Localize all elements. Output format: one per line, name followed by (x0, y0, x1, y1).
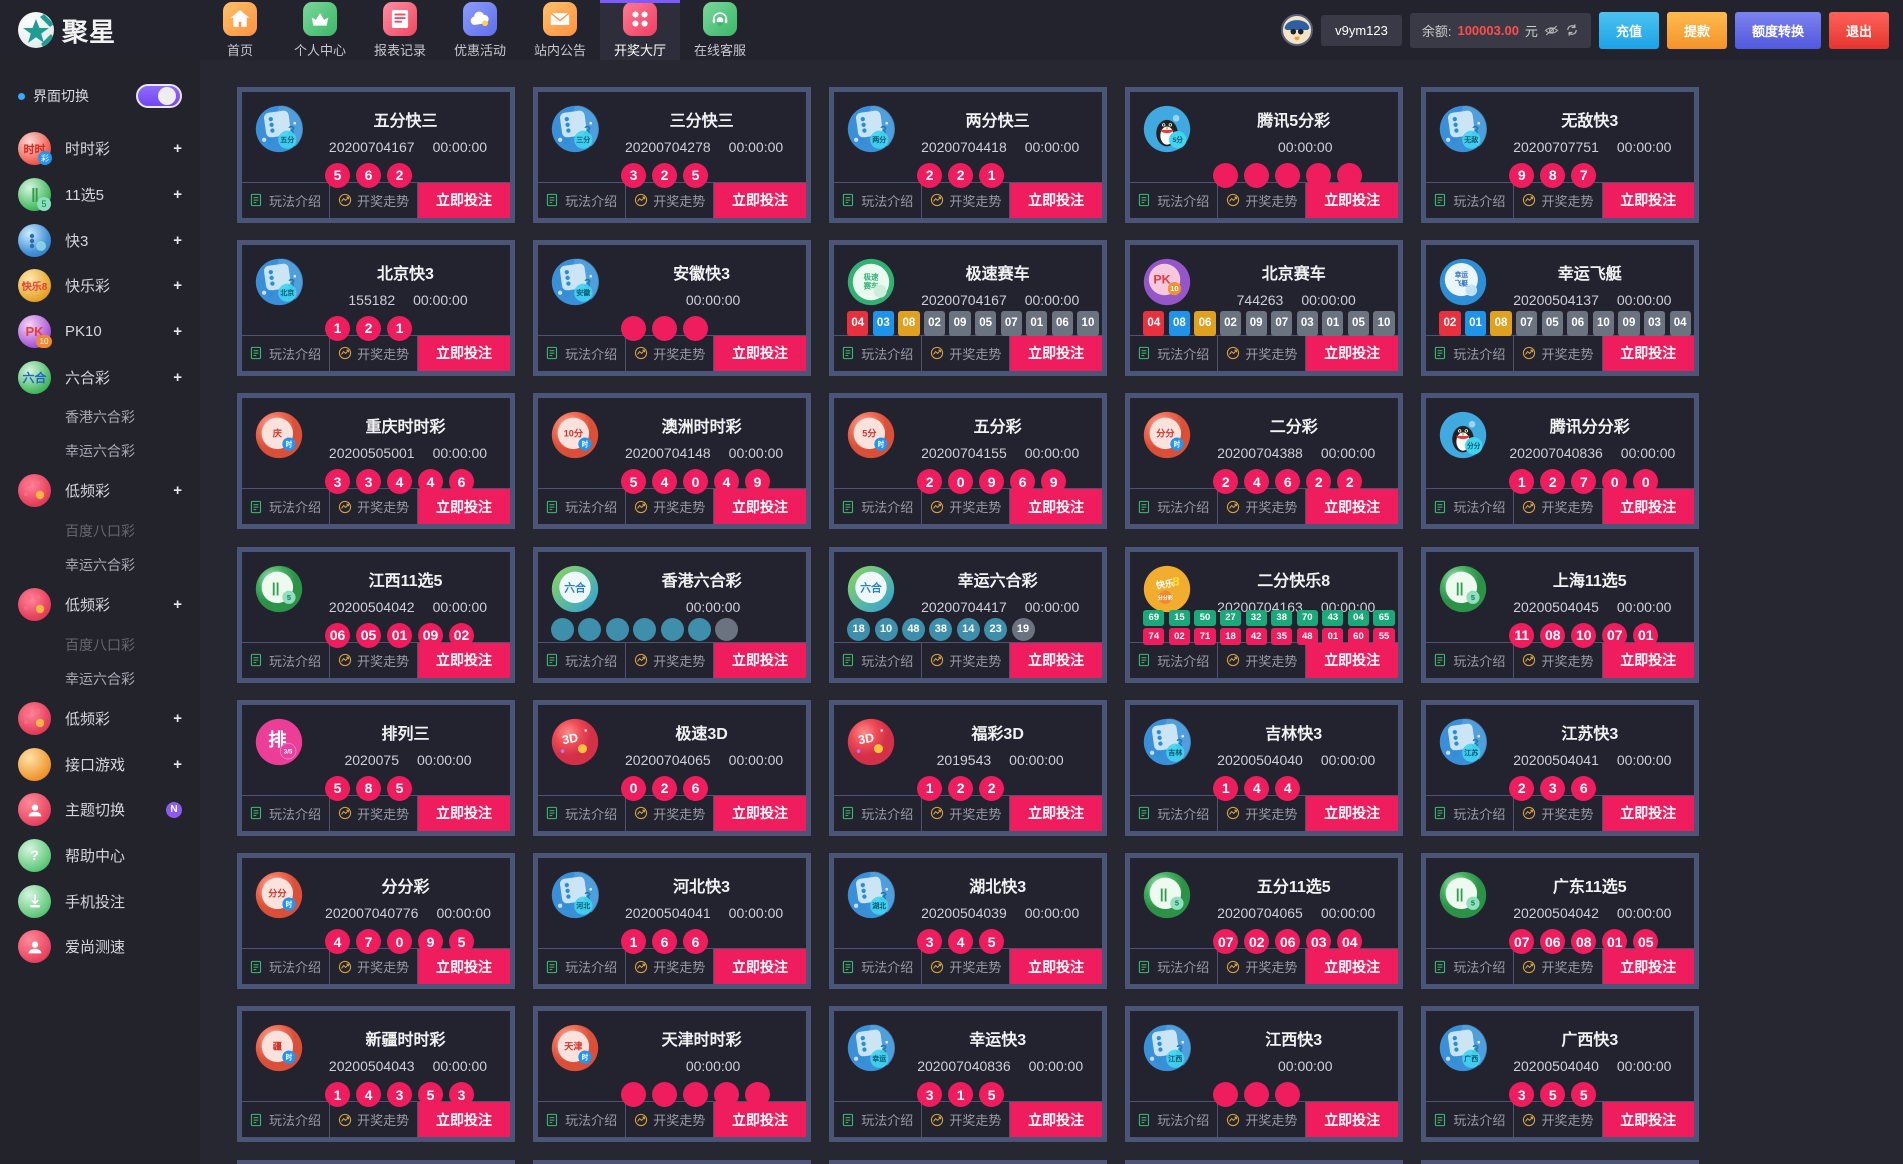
svg-text:5分: 5分 (862, 428, 877, 439)
svg-text:吉林: 吉林 (1168, 748, 1183, 757)
svg-text:PK: PK (1154, 273, 1171, 287)
svg-text:时: 时 (582, 440, 589, 449)
svg-text:江苏: 江苏 (1465, 748, 1479, 757)
svg-text:极速: 极速 (864, 272, 879, 282)
svg-text:时: 时 (878, 440, 885, 449)
svg-text:||: || (1160, 885, 1168, 901)
svg-text:北京: 北京 (280, 288, 294, 297)
svg-text:快: 快 (1156, 749, 1163, 758)
svg-text:江西: 江西 (1168, 1055, 1182, 1064)
svg-text:5: 5 (1471, 899, 1475, 908)
svg-text:8: 8 (1173, 574, 1180, 588)
svg-text:三分: 三分 (576, 135, 590, 144)
svg-text:||: || (1456, 885, 1464, 901)
svg-text:快: 快 (1156, 1056, 1163, 1065)
svg-text:六合: 六合 (860, 581, 882, 594)
svg-text:10分: 10分 (564, 428, 584, 439)
svg-text:快: 快 (563, 289, 570, 298)
svg-text:快: 快 (267, 289, 274, 298)
svg-text:无敌: 无敌 (1464, 135, 1479, 144)
svg-text:两分: 两分 (872, 135, 886, 144)
svg-text:快: 快 (1452, 1056, 1459, 1065)
svg-text:快: 快 (860, 136, 867, 145)
svg-text:幸运: 幸运 (1455, 270, 1469, 279)
svg-text:快: 快 (267, 136, 274, 145)
svg-text:10: 10 (1171, 284, 1179, 293)
svg-text:飞艇: 飞艇 (1455, 278, 1469, 287)
svg-text:时: 时 (286, 440, 293, 449)
svg-text:幸运: 幸运 (872, 1055, 887, 1064)
svg-text:快: 快 (860, 902, 867, 911)
svg-text:快: 快 (563, 136, 570, 145)
svg-text:3D: 3D (561, 730, 579, 747)
svg-text:安徽: 安徽 (576, 288, 591, 297)
svg-text:疆: 疆 (273, 1041, 282, 1052)
svg-text:快: 快 (860, 1056, 867, 1065)
svg-text:时: 时 (582, 1053, 589, 1062)
svg-text:庆: 庆 (272, 428, 283, 439)
svg-text:湖北: 湖北 (872, 901, 886, 910)
svg-text:快: 快 (563, 902, 570, 911)
svg-text:3D: 3D (857, 730, 875, 747)
svg-text:天津: 天津 (564, 1041, 582, 1052)
svg-text:分分: 分分 (268, 888, 287, 899)
svg-text:快: 快 (1452, 136, 1459, 145)
svg-text:时: 时 (286, 1053, 293, 1062)
svg-text:时: 时 (286, 900, 293, 909)
svg-text:||: || (1456, 579, 1464, 595)
svg-text:河北: 河北 (576, 901, 590, 910)
svg-text:5: 5 (1471, 592, 1475, 601)
svg-text:5: 5 (1175, 899, 1179, 908)
svg-text:5分: 5分 (1173, 135, 1184, 144)
svg-text:五分: 五分 (280, 135, 294, 144)
svg-text:5: 5 (287, 592, 291, 601)
svg-text:快: 快 (1452, 749, 1459, 758)
svg-text:分分: 分分 (1156, 428, 1175, 439)
svg-text:六合: 六合 (564, 581, 586, 594)
svg-text:广西: 广西 (1465, 1055, 1479, 1064)
svg-text:时: 时 (1174, 440, 1181, 449)
svg-text:分分: 分分 (1467, 442, 1481, 451)
svg-text:||: || (272, 579, 280, 595)
svg-text:3/5: 3/5 (284, 748, 293, 755)
